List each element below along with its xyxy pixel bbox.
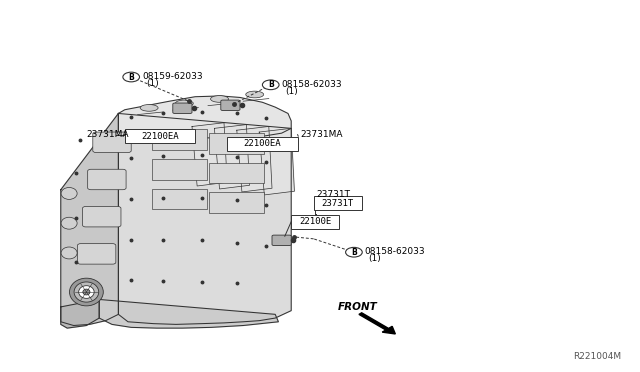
Text: 22100E: 22100E — [299, 217, 332, 226]
FancyBboxPatch shape — [209, 192, 264, 213]
Text: B: B — [268, 80, 273, 89]
FancyBboxPatch shape — [152, 189, 207, 209]
Circle shape — [123, 72, 140, 82]
Ellipse shape — [61, 187, 77, 199]
FancyBboxPatch shape — [83, 206, 121, 227]
FancyBboxPatch shape — [221, 100, 240, 110]
Ellipse shape — [211, 96, 228, 102]
FancyBboxPatch shape — [272, 235, 291, 246]
Polygon shape — [99, 299, 278, 328]
Ellipse shape — [74, 282, 99, 302]
Text: (1): (1) — [146, 79, 159, 88]
Polygon shape — [259, 128, 294, 195]
FancyBboxPatch shape — [227, 137, 298, 151]
Ellipse shape — [79, 286, 94, 298]
Text: 22100EA: 22100EA — [244, 139, 281, 148]
FancyBboxPatch shape — [209, 133, 264, 154]
Polygon shape — [214, 125, 250, 189]
Text: B: B — [129, 73, 134, 81]
Ellipse shape — [140, 105, 158, 111]
Text: 23731T: 23731T — [321, 199, 354, 208]
FancyBboxPatch shape — [152, 129, 207, 150]
Circle shape — [346, 247, 362, 257]
Text: FRONT: FRONT — [338, 302, 378, 312]
FancyBboxPatch shape — [291, 215, 339, 229]
FancyArrow shape — [359, 313, 396, 334]
Polygon shape — [61, 113, 118, 326]
FancyBboxPatch shape — [77, 244, 116, 264]
Polygon shape — [118, 113, 291, 324]
Polygon shape — [237, 126, 272, 192]
Circle shape — [262, 80, 279, 90]
FancyBboxPatch shape — [88, 169, 126, 190]
Text: 23731MA: 23731MA — [301, 130, 343, 139]
Polygon shape — [118, 96, 291, 142]
Ellipse shape — [70, 278, 103, 306]
FancyBboxPatch shape — [314, 196, 362, 210]
FancyBboxPatch shape — [125, 129, 195, 143]
Ellipse shape — [61, 247, 77, 259]
Polygon shape — [61, 299, 99, 328]
Polygon shape — [192, 123, 227, 186]
Ellipse shape — [246, 91, 264, 98]
Text: 23731T: 23731T — [316, 190, 350, 199]
Text: (1): (1) — [369, 254, 381, 263]
Text: (1): (1) — [285, 87, 298, 96]
FancyBboxPatch shape — [152, 159, 207, 180]
Ellipse shape — [83, 289, 90, 295]
FancyBboxPatch shape — [173, 103, 192, 113]
Text: 08158-62033: 08158-62033 — [282, 80, 342, 89]
FancyBboxPatch shape — [93, 132, 131, 153]
Ellipse shape — [175, 100, 193, 107]
Text: 08159-62033: 08159-62033 — [142, 72, 203, 81]
Text: R221004M: R221004M — [573, 352, 621, 361]
Text: 22100EA: 22100EA — [141, 132, 179, 141]
Ellipse shape — [61, 217, 77, 229]
Text: B: B — [351, 248, 356, 257]
Text: 23731MA: 23731MA — [86, 130, 129, 139]
Text: 08158-62033: 08158-62033 — [365, 247, 426, 256]
FancyBboxPatch shape — [209, 163, 264, 183]
